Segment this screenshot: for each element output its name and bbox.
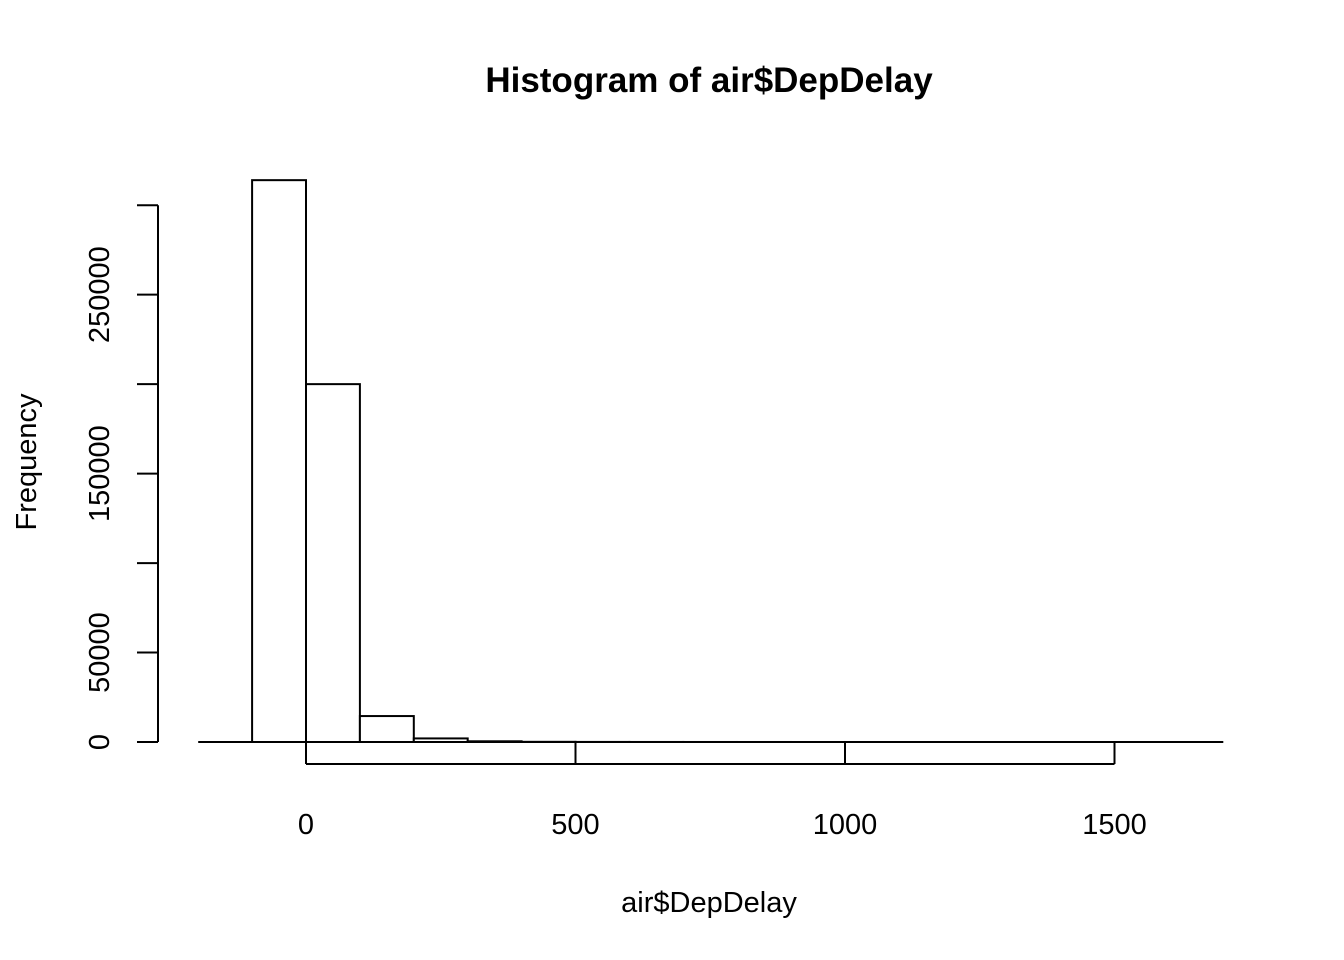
x-tick-label: 1500 — [1082, 809, 1147, 841]
y-axis: 0 50000 150000 250000 — [84, 204, 159, 750]
x-axis: 0 500 1000 1500 — [298, 743, 1147, 841]
y-tick-label: 0 — [84, 734, 116, 750]
y-tick-label: 150000 — [84, 425, 116, 522]
x-tick-label: 1000 — [813, 809, 878, 841]
histogram-bar — [305, 383, 361, 743]
x-axis-label: air$DepDelay — [621, 887, 797, 919]
y-tick-label: 50000 — [84, 612, 116, 693]
bars-group — [251, 179, 1224, 744]
y-axis-label: Frequency — [11, 393, 43, 531]
chart-title: Histogram of air$DepDelay — [485, 61, 933, 100]
histogram-bar — [251, 179, 308, 744]
x-tick-label: 500 — [551, 809, 599, 841]
y-tick-label: 250000 — [84, 246, 116, 343]
histogram-bar — [358, 715, 415, 744]
x-tick-label: 0 — [298, 809, 314, 841]
